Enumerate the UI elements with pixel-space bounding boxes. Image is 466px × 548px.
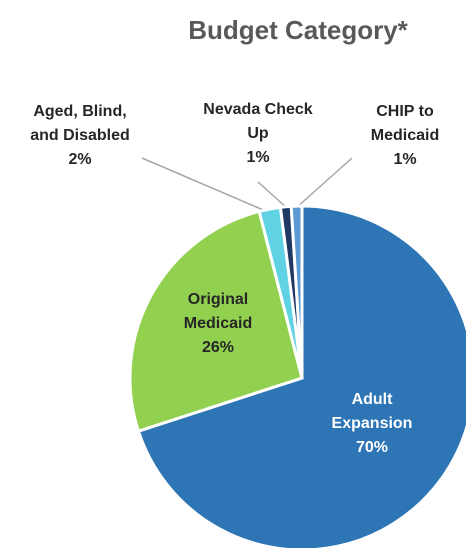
leader-line xyxy=(141,157,269,213)
label-line: Expansion xyxy=(332,415,413,432)
value-label: 1% xyxy=(393,151,416,168)
value-label: 2% xyxy=(68,151,91,168)
slice-label: Original Medicaid xyxy=(184,291,252,332)
label-line: Medicaid xyxy=(371,127,439,144)
label-line: Adult xyxy=(352,391,394,408)
pie-slice xyxy=(289,204,304,379)
value-label: 70% xyxy=(356,439,388,456)
chart-title: Budget Category* xyxy=(188,15,408,45)
label-line: Nevada Check xyxy=(203,101,312,118)
leader-line xyxy=(295,157,353,209)
pie-slice xyxy=(128,209,304,434)
label-line: Medicaid xyxy=(184,315,252,332)
slice-label: Adult Expansion xyxy=(332,391,413,432)
slice-label: Aged, Blind, and Disabled xyxy=(30,103,130,144)
slice-label: Nevada Check Up xyxy=(203,101,312,142)
value-label: 26% xyxy=(202,339,234,356)
leader-line xyxy=(257,181,288,209)
label-line: Up xyxy=(247,125,269,142)
label-line: CHIP to xyxy=(376,103,434,120)
slice-label: CHIP to Medicaid xyxy=(371,103,439,144)
value-label: 1% xyxy=(246,149,269,166)
label-line: and Disabled xyxy=(30,127,130,144)
label-line: Aged, Blind, xyxy=(33,103,126,120)
label-line: Original xyxy=(188,291,248,308)
